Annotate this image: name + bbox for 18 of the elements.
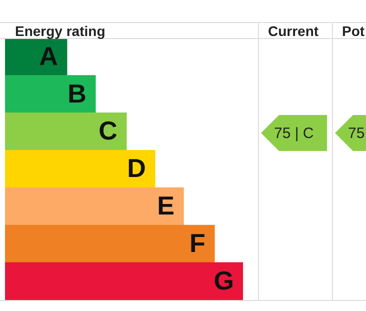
y-tick-label: D: [127, 153, 146, 184]
y-tick-label: F: [190, 228, 206, 258]
text: Pot: [342, 23, 365, 39]
text: 75: [348, 125, 365, 142]
text: 75 | C: [274, 125, 314, 142]
y-tick-label: B: [68, 78, 86, 108]
bar: [5, 75, 96, 114]
bar: [5, 112, 127, 151]
text: Current: [268, 23, 319, 39]
bar: [5, 262, 243, 300]
chart-title: Energy rating: [15, 23, 106, 39]
y-tick-label: C: [98, 116, 118, 146]
y-tick-label: E: [157, 190, 174, 221]
y-tick-label: A: [39, 40, 58, 71]
bar: [5, 187, 184, 226]
y-tick-label: G: [214, 265, 234, 296]
bar: [5, 150, 156, 188]
bar: [5, 224, 215, 263]
